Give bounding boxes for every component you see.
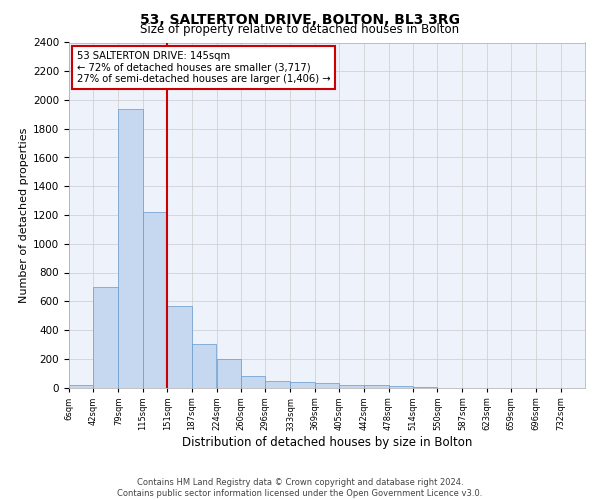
Bar: [339, 386, 364, 388]
Bar: [118, 108, 143, 388]
Bar: [94, 287, 118, 388]
Bar: [191, 344, 216, 388]
Y-axis label: Number of detached properties: Number of detached properties: [19, 128, 29, 302]
Text: Contains HM Land Registry data © Crown copyright and database right 2024.
Contai: Contains HM Land Registry data © Crown c…: [118, 478, 482, 498]
Bar: [241, 376, 265, 388]
Bar: [413, 387, 437, 388]
Bar: [265, 381, 290, 388]
Bar: [364, 384, 389, 388]
Text: 53, SALTERTON DRIVE, BOLTON, BL3 3RG: 53, SALTERTON DRIVE, BOLTON, BL3 3RG: [140, 12, 460, 26]
Bar: [143, 212, 167, 388]
Bar: [315, 383, 339, 388]
Bar: [389, 386, 413, 388]
Bar: [217, 359, 241, 388]
X-axis label: Distribution of detached houses by size in Bolton: Distribution of detached houses by size …: [182, 436, 472, 449]
Text: 53 SALTERTON DRIVE: 145sqm
← 72% of detached houses are smaller (3,717)
27% of s: 53 SALTERTON DRIVE: 145sqm ← 72% of deta…: [77, 51, 331, 84]
Bar: [290, 382, 315, 388]
Text: Size of property relative to detached houses in Bolton: Size of property relative to detached ho…: [140, 22, 460, 36]
Bar: [69, 386, 94, 388]
Bar: [167, 306, 191, 388]
